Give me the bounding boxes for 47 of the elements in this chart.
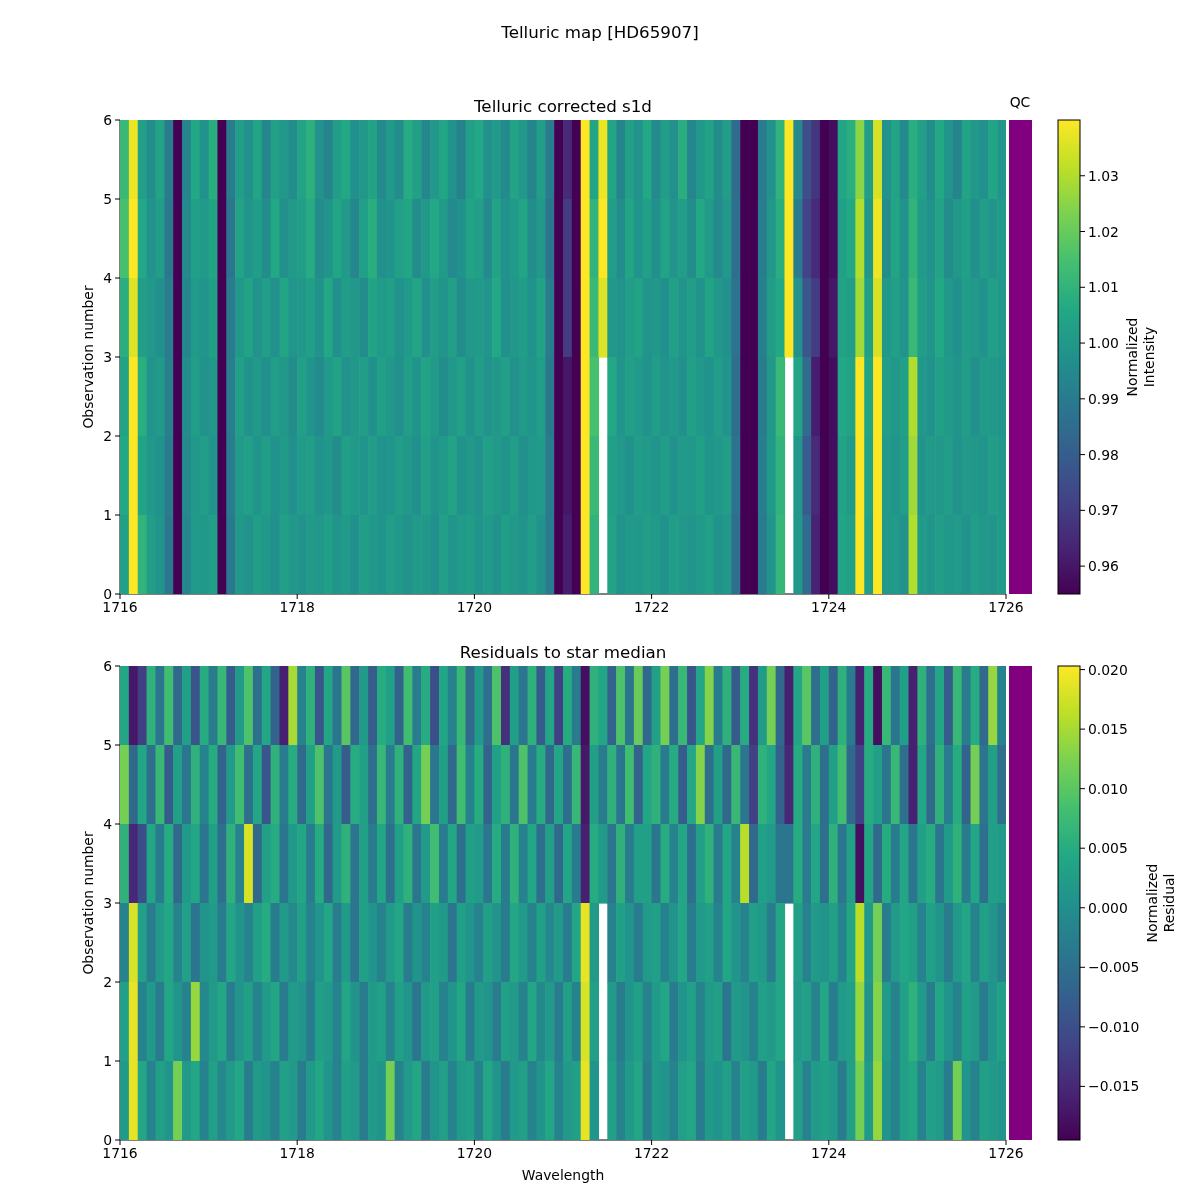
y-tick-label: 3 bbox=[103, 348, 112, 365]
x-tick-label: 1724 bbox=[811, 598, 847, 615]
color-bar-label: 1.03 bbox=[1088, 167, 1119, 184]
color-bar-label: 0.005 bbox=[1088, 840, 1128, 857]
color-bar-label: 0.98 bbox=[1088, 446, 1119, 463]
color-bar-label: 1.00 bbox=[1088, 335, 1119, 352]
x-axis-title: Wavelength bbox=[521, 1167, 605, 1183]
x-tick-label: 1724 bbox=[811, 1144, 847, 1161]
color-bar-label: 0.96 bbox=[1088, 558, 1119, 575]
x-tick-label: 1720 bbox=[456, 598, 493, 615]
y-tick-label: 2 bbox=[103, 973, 112, 990]
color-bar-label: 0.99 bbox=[1088, 390, 1119, 407]
text: Telluric map [HD65907] bbox=[501, 22, 699, 42]
color-bar-title: Normalized Intensity bbox=[1123, 317, 1157, 397]
x-tick-label: 1718 bbox=[279, 1144, 315, 1161]
color-bar-label: −0.005 bbox=[1088, 959, 1140, 976]
y-tick-label: 2 bbox=[103, 427, 112, 444]
x-tick-label: 1722 bbox=[633, 1144, 670, 1161]
color-bar-label: 0.020 bbox=[1088, 661, 1128, 678]
color-bar-label: 0.000 bbox=[1088, 899, 1128, 916]
x-tick-label: 1726 bbox=[988, 598, 1024, 615]
text: QC bbox=[1009, 94, 1031, 110]
y-axis-title: Observation number bbox=[80, 285, 96, 429]
y-tick-label: 6 bbox=[103, 657, 112, 674]
x-tick-label: 1718 bbox=[279, 598, 315, 615]
y-tick-label: 6 bbox=[103, 111, 112, 128]
x-tick-label: 1720 bbox=[456, 1144, 493, 1161]
y-tick-label: 5 bbox=[103, 190, 112, 207]
color-bar-title: Normalized Residual bbox=[1144, 863, 1178, 943]
color-bar-label: −0.010 bbox=[1088, 1018, 1140, 1035]
color-bar-label: 0.97 bbox=[1088, 502, 1119, 519]
y-axis-title: Observation number bbox=[80, 831, 96, 975]
y-tick-label: 1 bbox=[103, 506, 112, 523]
color-bar-label: 1.01 bbox=[1088, 279, 1119, 296]
y-tick-label: 5 bbox=[103, 736, 112, 753]
chart-title: Residuals to star median bbox=[459, 642, 667, 662]
y-tick-label: 4 bbox=[103, 269, 113, 286]
color-bar-label: 1.02 bbox=[1088, 223, 1119, 240]
y-tick-label: 3 bbox=[103, 894, 112, 911]
y-tick-label: 4 bbox=[103, 815, 113, 832]
x-tick-label: 1726 bbox=[988, 1144, 1024, 1161]
color-bar-label: 0.010 bbox=[1088, 780, 1128, 797]
chart-title: Telluric corrected s1d bbox=[474, 96, 652, 116]
color-bar-label: −0.015 bbox=[1088, 1078, 1140, 1095]
x-tick-label: 1722 bbox=[633, 598, 670, 615]
color-bar-label: 0.015 bbox=[1088, 721, 1128, 738]
y-tick-label: 1 bbox=[103, 1052, 112, 1069]
